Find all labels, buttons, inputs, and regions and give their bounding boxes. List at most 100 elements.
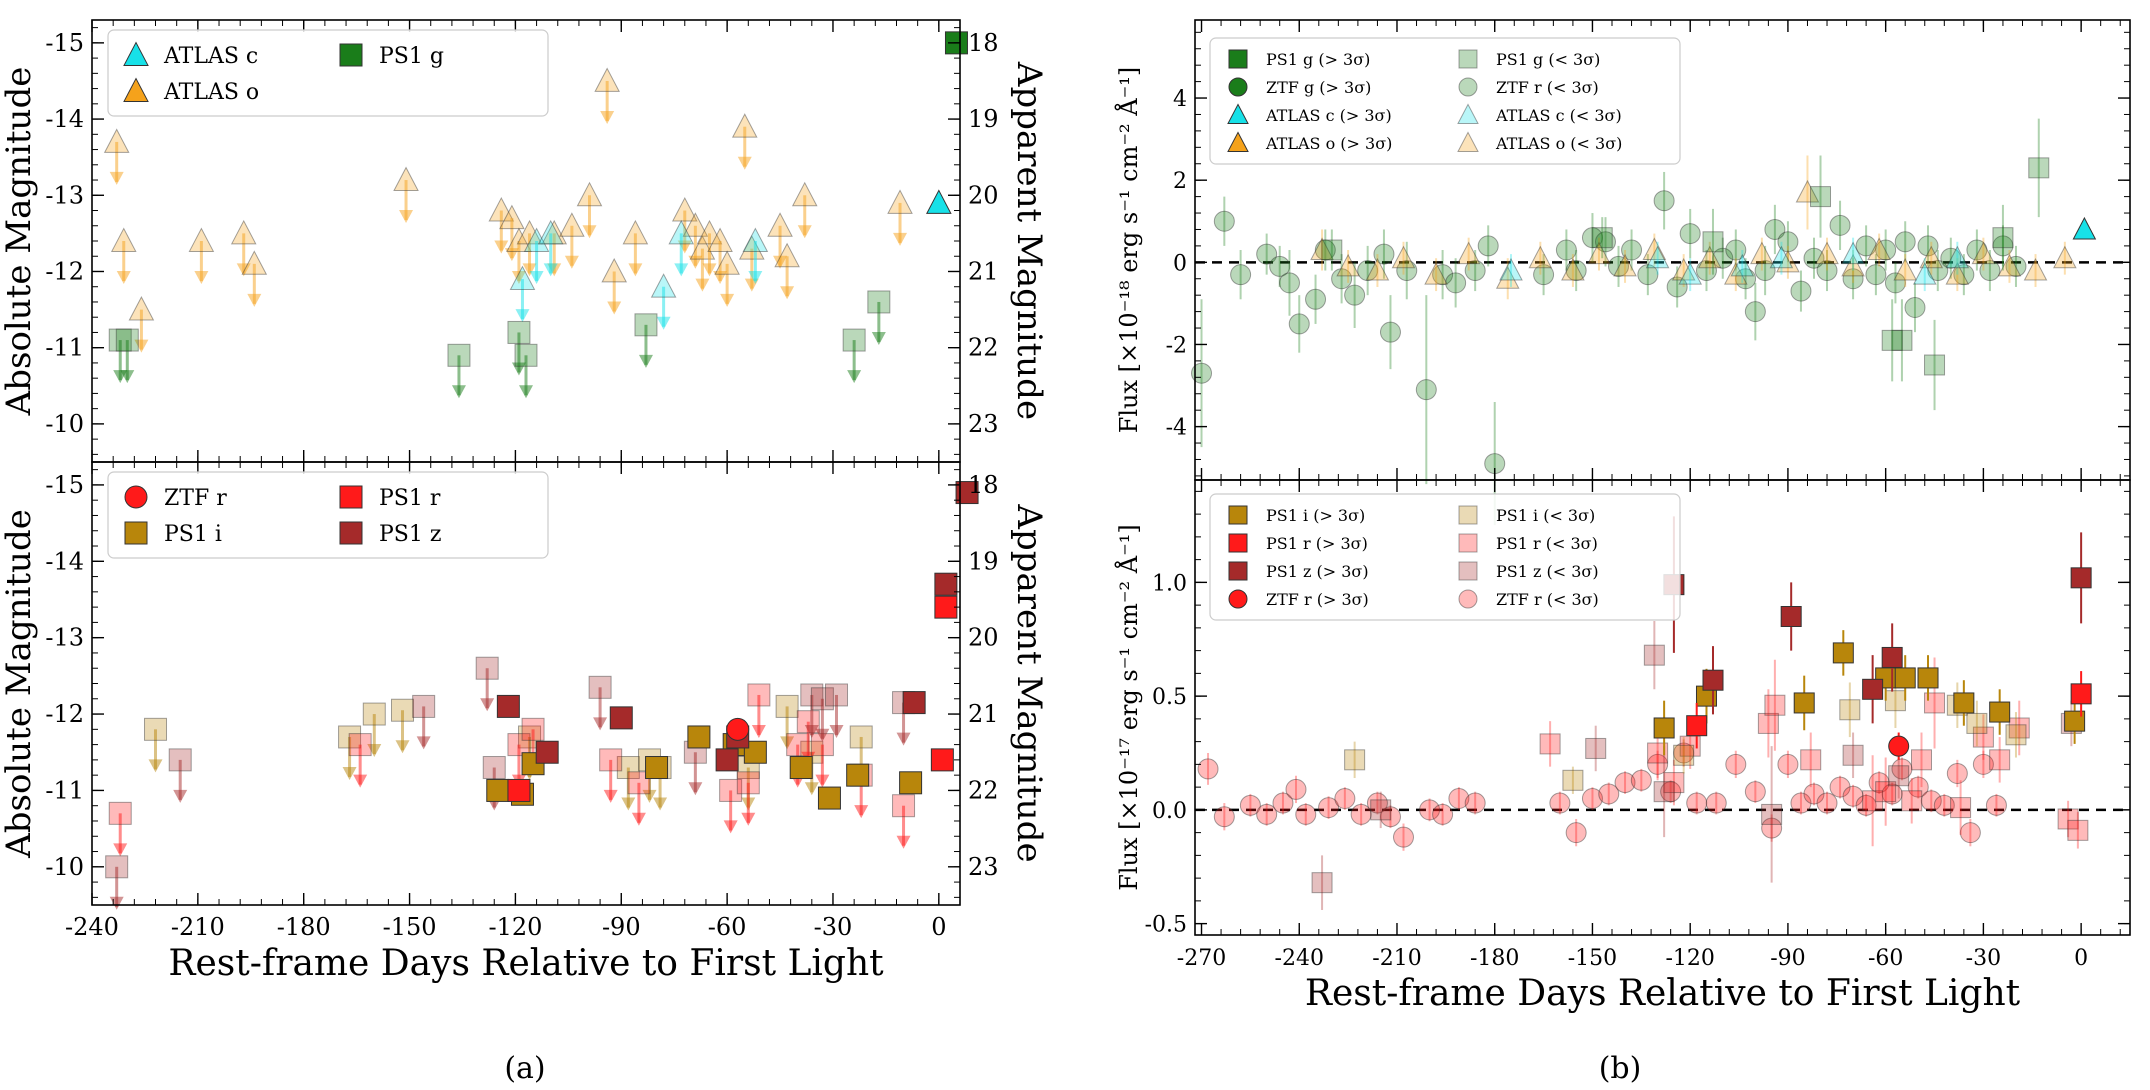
legend-frame	[1209, 493, 1681, 621]
x-tick-label: -30	[814, 913, 853, 941]
legend-marker	[1228, 49, 1248, 69]
data-point	[634, 313, 658, 337]
data-point	[576, 181, 603, 207]
legend-label: ATLAS o (< 3σ)	[1495, 134, 1622, 153]
data-point	[726, 717, 750, 741]
legend-label: PS1 z	[379, 522, 441, 547]
right-axis-tick-label: 23	[968, 410, 999, 438]
x-tick-label: -150	[1568, 946, 1617, 971]
upper-limit-arrow-head	[173, 789, 188, 803]
data-point	[1581, 788, 1603, 809]
data-point	[1725, 753, 1747, 775]
data-point	[2023, 257, 2048, 281]
data-point	[188, 227, 215, 252]
upper-limit-arrow-head	[780, 286, 795, 300]
legend-frame	[107, 471, 549, 559]
y-tick-label: -15	[45, 29, 84, 57]
data-point	[1191, 362, 1213, 384]
data-point	[1989, 701, 2011, 723]
upper-limit-arrow-head	[797, 225, 812, 239]
upper-limit-arrow-head	[480, 698, 495, 712]
data-point	[1875, 781, 1897, 803]
data-point	[1314, 239, 1336, 261]
right-axis-label: Apparent Magnitude	[1009, 61, 1049, 420]
x-tick-label: -60	[708, 913, 747, 941]
upper-limit-arrow-head	[702, 263, 717, 277]
series-ps1-r-faint	[108, 683, 916, 857]
series-ps1-i-3-faint	[1344, 673, 2027, 794]
data-point	[682, 212, 709, 237]
data-point	[521, 717, 545, 741]
data-point	[899, 771, 923, 795]
data-point	[1318, 797, 1340, 819]
x-tick-label: -180	[1470, 946, 1519, 971]
data-point	[2057, 808, 2079, 830]
x-tick-label: -210	[171, 913, 225, 941]
y-tick-label: -12	[45, 257, 84, 285]
data-point	[1888, 735, 1910, 757]
upper-limit-arrow-head	[416, 736, 431, 750]
upper-limit-arrow-head	[451, 385, 466, 399]
data-point	[1862, 678, 1884, 700]
data-point	[1907, 776, 1929, 798]
y-tick-label: 0.5	[1152, 685, 1187, 710]
data-point	[1197, 758, 1219, 780]
legend-label: PS1 r (< 3σ)	[1496, 534, 1598, 553]
data-point	[1810, 186, 1832, 208]
data-point	[747, 683, 771, 707]
series-ps1-z-3-faint	[1311, 621, 2082, 910]
data-point	[1272, 792, 1294, 814]
data-point	[144, 717, 168, 741]
upper-limit-arrow-head	[688, 255, 703, 269]
x-tick-label: 0	[931, 913, 946, 941]
data-point	[902, 691, 926, 715]
data-point	[1686, 792, 1708, 814]
data-point	[1761, 803, 1783, 825]
data-point	[1989, 749, 2011, 771]
data-point	[1891, 329, 1913, 351]
legend-marker	[1458, 589, 1478, 609]
data-point	[1790, 792, 1812, 814]
data-point	[707, 227, 733, 252]
upper-limit-arrow-head	[815, 728, 830, 742]
data-point	[1881, 329, 1903, 351]
series-ztf-r-3	[1888, 732, 1910, 760]
x-tick-label: -60	[1868, 946, 1903, 971]
upper-limit-arrow-head	[713, 271, 728, 284]
y-tick-label: -2	[1166, 333, 1187, 358]
y-tick-label: -13	[45, 624, 84, 652]
data-point	[1891, 758, 1913, 780]
data-point	[2070, 683, 2092, 705]
y-tick-label: -13	[45, 181, 84, 209]
upper-limit-arrow-head	[896, 835, 911, 849]
legend-item-ps1-z-3: PS1 z (> 3σ)	[1228, 561, 1369, 581]
data-point	[1366, 792, 1388, 814]
data-point	[1365, 257, 1390, 281]
data-point	[1966, 239, 1988, 261]
data-point	[348, 733, 372, 757]
data-point	[1933, 794, 1955, 816]
upper-limit-arrow-head	[522, 263, 537, 277]
data-point	[1842, 744, 1864, 766]
data-point	[1630, 769, 1652, 791]
data-point	[1754, 260, 1776, 282]
data-point	[1904, 297, 1926, 318]
upper-limit-arrow-head	[236, 263, 251, 277]
data-point	[668, 219, 695, 245]
legend-item-atlas-c-3: ATLAS c (> 3σ)	[1227, 103, 1392, 125]
legend-marker	[1228, 505, 1248, 525]
right-axis-tick-label: 23	[968, 853, 999, 881]
data-point	[1310, 237, 1334, 260]
legend-marker	[1227, 103, 1249, 125]
data-point	[523, 227, 550, 252]
upper-limit-arrow-head	[519, 385, 533, 399]
y-axis-label: Absolute Magnitude	[0, 509, 39, 859]
data-point	[535, 740, 559, 764]
data-point	[1953, 692, 1975, 714]
data-point	[1959, 822, 1981, 844]
legend-label: ZTF g (> 3σ)	[1266, 78, 1371, 97]
data-point	[1829, 214, 1851, 236]
data-point	[671, 196, 698, 222]
data-point	[1562, 769, 1584, 791]
data-point	[1678, 262, 1703, 285]
